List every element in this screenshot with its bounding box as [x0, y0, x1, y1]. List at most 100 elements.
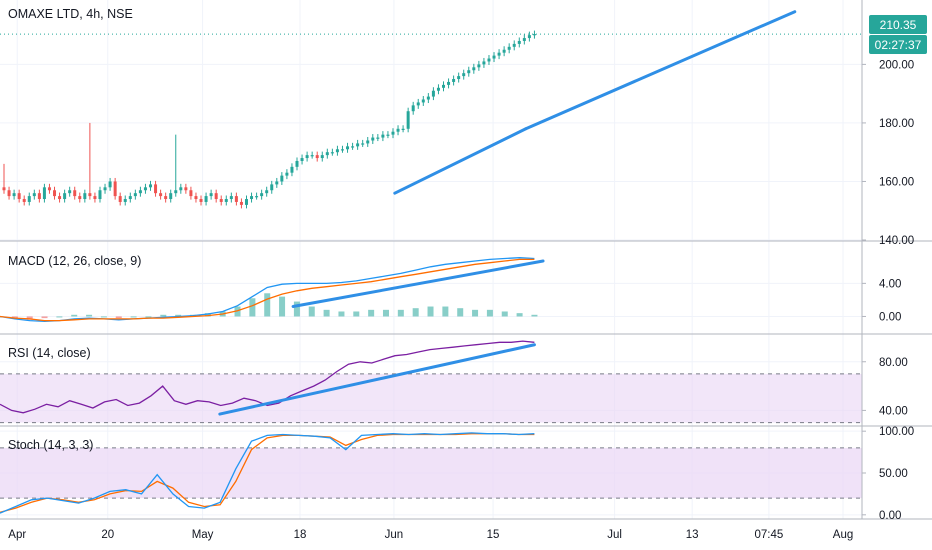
candle-body: [502, 49, 506, 53]
value-tick-label: 4.00: [879, 278, 901, 290]
macd-histogram-bar: [353, 311, 360, 317]
candle-body: [401, 128, 405, 130]
macd-histogram-bar: [279, 296, 286, 317]
price-trendline: [524, 10, 797, 131]
candle-body: [159, 193, 163, 197]
candle-body: [361, 143, 365, 145]
candle-body: [366, 140, 370, 144]
candle-body: [452, 79, 456, 82]
macd-histogram-bar: [160, 314, 167, 317]
candle-body: [32, 193, 36, 197]
macd-histogram-bar: [412, 308, 419, 317]
macd-histogram-bar: [56, 316, 63, 318]
candle-body: [421, 99, 425, 103]
rsi-band: [0, 373, 862, 423]
candle-body: [108, 181, 112, 188]
candle-body: [179, 187, 183, 191]
candle-body: [53, 190, 57, 197]
value-tick-label: 40.00: [879, 405, 908, 417]
macd-histogram-bar: [442, 306, 449, 317]
candle-body: [472, 67, 476, 71]
candle-body: [174, 190, 178, 194]
candle-body: [113, 181, 117, 197]
macd-histogram-bar: [427, 306, 434, 317]
candle-body: [93, 196, 97, 200]
time-tick-label: Apr: [8, 529, 26, 541]
time-tick-label: 18: [294, 529, 307, 541]
candle-body: [442, 84, 446, 88]
value-tick-label: 180.00: [879, 118, 914, 130]
candle-body: [12, 193, 16, 197]
candle-body: [143, 187, 147, 191]
candle-body: [285, 172, 289, 176]
candle-body: [492, 55, 496, 59]
macd-histogram-bar: [234, 306, 241, 317]
candle-body: [280, 175, 284, 182]
macd-histogram-bar: [338, 311, 345, 317]
macd-histogram-bar: [368, 309, 375, 317]
candle-body: [58, 196, 62, 200]
macd-line: [0, 257, 535, 323]
candle-body: [63, 193, 67, 200]
macd-pane-title: MACD (12, 26, close, 9): [8, 254, 141, 268]
candle-body: [224, 199, 228, 202]
candle-body: [431, 90, 435, 97]
candle-body: [532, 34, 536, 36]
macd-histogram-bar: [382, 309, 389, 317]
candle-body: [335, 149, 339, 153]
macd-histogram-bar: [26, 316, 33, 320]
candle-body: [209, 193, 213, 197]
macd-histogram-bar: [11, 316, 18, 319]
macd-histogram-bar: [249, 298, 256, 317]
macd-histogram-bar: [264, 293, 271, 317]
candle-body: [169, 193, 173, 200]
candle-body: [275, 181, 279, 185]
macd-histogram-bar: [204, 313, 211, 317]
price-pane-title: OMAXE LTD, 4h, NSE: [8, 7, 133, 21]
macd-histogram-bar: [115, 316, 122, 319]
candle-body: [411, 105, 415, 112]
candle-body: [522, 38, 526, 41]
candle-body: [396, 128, 400, 132]
macd-histogram-bar: [486, 309, 493, 317]
candle-body: [189, 190, 193, 197]
candle-body: [477, 64, 481, 68]
stoch-pane-title: Stoch (14, 3, 3): [8, 438, 93, 452]
macd-histogram-bar: [308, 306, 315, 317]
candle-body: [371, 137, 375, 141]
macd-histogram-bar: [175, 314, 182, 317]
price-trendline: [393, 127, 528, 195]
candle-body: [416, 102, 420, 106]
macd-histogram-bar: [516, 313, 523, 317]
candle-body: [260, 193, 264, 197]
candle-body: [356, 143, 360, 147]
time-tick-label: Jun: [385, 529, 404, 541]
candle-body: [27, 196, 31, 202]
macd-histogram-bar: [86, 314, 93, 317]
macd-histogram-bar: [293, 301, 300, 317]
candle-body: [457, 76, 461, 80]
candle-body: [391, 131, 395, 135]
candle-body: [149, 184, 153, 188]
candle-body: [351, 146, 355, 148]
candle-body: [88, 193, 92, 197]
candle-body: [199, 199, 203, 202]
value-tick-label: 0.00: [879, 510, 901, 522]
countdown-badge: 02:27:37: [875, 38, 922, 52]
value-tick-label: 140.00: [879, 235, 914, 247]
time-tick-label: 15: [487, 529, 500, 541]
candle-body: [386, 134, 390, 136]
candle-body: [37, 193, 41, 200]
macd-histogram-bar: [130, 316, 137, 318]
candle-body: [376, 137, 380, 139]
candle-body: [219, 199, 223, 202]
candle-body: [184, 187, 188, 191]
candle-body: [214, 193, 218, 200]
candle-body: [234, 196, 238, 202]
rsi-pane-title: RSI (14, close): [8, 346, 91, 360]
candle-body: [17, 193, 21, 200]
macd-histogram-bar: [71, 314, 78, 317]
candle-body: [406, 111, 410, 129]
